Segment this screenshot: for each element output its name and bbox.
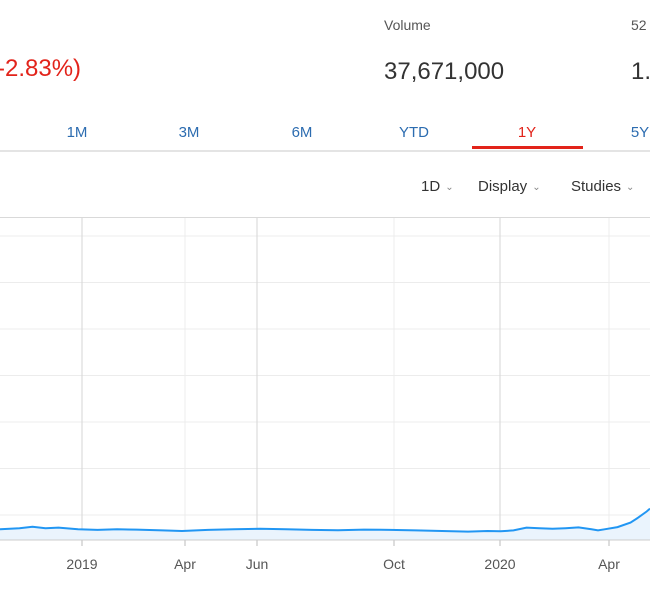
horizontal-gridlines [0,235,650,516]
price-area [0,508,650,540]
x-tick-label: 2020 [484,556,515,572]
price-line [0,507,650,533]
time-range-tabs: 1M 3M 6M YTD 1Y 5Y [0,118,650,150]
tab-1y[interactable]: 1Y [517,124,537,141]
tab-1m[interactable]: 1M [66,124,88,141]
change-percent: -2.83%) [0,55,82,82]
chevron-down-icon: ⌄ [532,182,541,193]
studies-dropdown[interactable]: Studies ⌄ [571,178,634,195]
active-tab-underline [472,146,583,149]
x-axis-ticks: 2019 Apr Jun Oct 2020 Apr [66,540,620,572]
x-tick-label: Oct [383,556,405,572]
chevron-down-icon: ⌄ [626,182,635,193]
volume-label: Volume [384,17,431,33]
display-label: Display [478,178,528,195]
week52-value: 1. [631,58,650,85]
interval-dropdown[interactable]: 1D ⌄ [421,178,454,195]
interval-label: 1D [421,178,441,195]
x-tick-label: Apr [174,556,196,572]
tab-ytd[interactable]: YTD [399,124,429,141]
x-tick-label: Apr [598,556,620,572]
tab-3m[interactable]: 3M [178,124,200,141]
tabs-divider [0,150,650,152]
x-tick-label: Jun [246,556,269,572]
vertical-gridlines [81,218,610,540]
tab-5y[interactable]: 5Y [630,124,650,141]
x-tick-label: 2019 [66,556,97,572]
price-chart[interactable]: 2019 Apr Jun Oct 2020 Apr [0,218,650,600]
week52-label: 52 [631,17,647,33]
tab-6m[interactable]: 6M [291,124,313,141]
display-dropdown[interactable]: Display ⌄ [478,178,541,195]
studies-label: Studies [571,178,622,195]
chevron-down-icon: ⌄ [445,182,454,193]
chart-top-border [0,217,650,218]
volume-value: 37,671,000 [384,58,505,85]
